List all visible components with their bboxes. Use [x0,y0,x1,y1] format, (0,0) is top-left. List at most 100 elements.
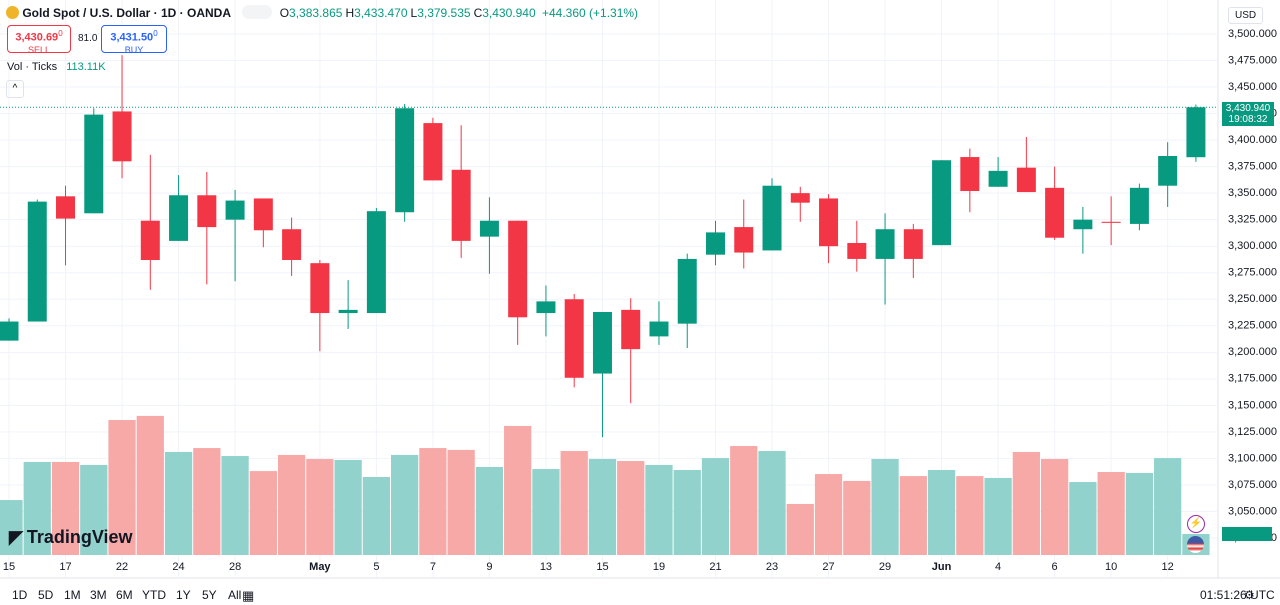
y-tick-label: 3,150.000 [1228,399,1277,411]
x-tick-label: 27 [822,561,834,573]
ohlc-prefix: L [410,6,418,20]
volume-bar [277,454,306,555]
y-tick-label: 3,325.000 [1228,214,1277,226]
x-tick-label: 15 [3,561,15,573]
volume-bar [164,451,193,555]
range-button[interactable]: All [228,588,242,602]
x-tick-label: 19 [653,561,665,573]
candle-body [395,108,415,213]
candle-body [1158,155,1178,186]
x-tick-label: 21 [709,561,721,573]
candle-body [27,201,47,322]
candle-body [988,170,1008,187]
x-tick-label: 28 [229,561,241,573]
candle-body [310,263,330,314]
y-tick-label: 3,350.000 [1228,187,1277,199]
range-button[interactable]: 1D [12,588,28,602]
ohlc-prefix: O [279,6,290,20]
candle-body [84,114,104,214]
y-tick-label: 3,225.000 [1228,320,1277,332]
candle-body [423,123,443,181]
candle-body [56,196,76,219]
x-tick-label: 23 [766,561,778,573]
candle-body [140,220,160,260]
volume-bar [1154,458,1182,555]
volume-bar [560,451,588,555]
candle-body [1101,221,1121,223]
candle-body [1045,187,1065,238]
range-button[interactable]: 1M [64,588,81,602]
range-button[interactable]: 1Y [176,588,191,602]
volume-bar [193,448,221,555]
price-label-value: 3,430.940 [1225,103,1271,114]
y-tick-label: 3,375.000 [1228,161,1277,173]
ohlc-value: 3,430.940 [482,6,536,20]
ohlc-prefix: C [473,6,483,20]
candle-body [819,198,839,247]
candle-body [621,309,641,350]
y-tick-label: 3,250.000 [1228,293,1277,305]
volume-bar [1040,459,1069,555]
volume-bar [306,459,334,555]
logo-text: TradingView [26,527,133,547]
candle-body [536,301,556,314]
ohlc-prefix: H [345,6,355,20]
volume-bar [701,458,730,555]
y-tick-label: 3,050.000 [1228,505,1277,517]
countdown: 19:08:32 [1228,114,1268,125]
volume-bar [1012,451,1040,555]
volume-price-label [1222,527,1272,541]
volume-legend-name: Vol · Ticks [7,61,58,73]
volume-bar [786,503,814,555]
y-tick-label: 3,175.000 [1228,373,1277,385]
ohlc-value: 3,379.535 [417,6,471,20]
x-tick-label: May [309,561,331,573]
volume-bar [51,461,80,555]
collapse-button[interactable]: ^ [6,80,24,98]
volume-bar [1069,482,1097,555]
volume-bar [532,469,560,555]
sell-button[interactable]: 3,430.690 SELL [7,25,71,55]
candle-body [932,160,952,246]
ohlc-legend: O3,383.865 H3,433.470 L3,379.535 C3,430.940 [280,6,539,20]
flag-icon[interactable] [1187,536,1204,553]
x-tick-label: 10 [1105,561,1117,573]
date-range-button[interactable]: ▦ [242,588,255,603]
y-tick-label: 3,475.000 [1228,54,1277,66]
buy-price: 3,431.50 [110,31,154,44]
candle-body [479,220,499,237]
x-tick-label: 4 [995,561,1001,573]
candle-body [1073,219,1093,230]
y-tick-label: 3,400.000 [1228,134,1277,146]
volume-bar [730,446,758,555]
range-button[interactable]: 5Y [202,588,217,602]
range-button[interactable]: YTD [142,588,166,602]
volume-bar [617,461,645,555]
candle-body [169,195,189,241]
symbol-row: Gold Spot / U.S. Dollar · 1D · OANDA O3,… [6,5,638,20]
change: +44.360 (+1.31%) [541,6,639,20]
volume-bar [645,464,673,555]
x-tick-label: 9 [486,561,492,573]
buy-button[interactable]: 3,431.500 BUY [101,25,167,55]
volume-bar [588,459,617,555]
settings-button[interactable]: ⚙ [1244,588,1255,602]
volume-legend-value: 113.11K [66,61,106,73]
range-button[interactable]: 6M [116,588,133,602]
x-tick-label: 13 [540,561,552,573]
y-tick-label: 3,275.000 [1228,267,1277,279]
range-button[interactable]: 3M [90,588,107,602]
symbol-icon [6,6,19,19]
symbol-title[interactable]: Gold Spot / U.S. Dollar · 1D · OANDA [22,6,232,20]
candle-body [1016,167,1036,193]
range-button[interactable]: 5D [38,588,54,602]
currency[interactable]: USD [1228,7,1264,24]
status-pill[interactable] [242,5,273,19]
candle-body [451,169,471,241]
x-tick-label: 15 [596,561,608,573]
spread: 81.0 [78,33,98,44]
candle-body [790,193,810,203]
candle-body [875,229,895,259]
event-icon[interactable]: ⚡ [1187,515,1205,533]
